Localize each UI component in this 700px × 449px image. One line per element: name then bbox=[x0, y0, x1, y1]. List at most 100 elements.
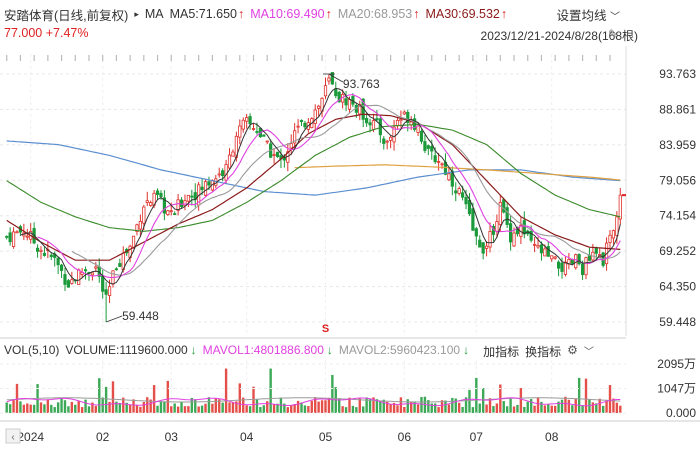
candle-up bbox=[389, 136, 393, 141]
gear-icon[interactable]: ⚙ bbox=[567, 343, 578, 357]
chevron-left-icon: ‹ bbox=[11, 432, 14, 443]
candle-up bbox=[543, 248, 547, 257]
volume-bar-up bbox=[348, 397, 351, 413]
volume-bar-down bbox=[338, 398, 341, 413]
volume-bar-up bbox=[142, 401, 146, 413]
y-tick-label: 64.350 bbox=[659, 280, 696, 294]
candle-up bbox=[447, 173, 451, 181]
volume-bar-up bbox=[567, 399, 571, 413]
candle-up bbox=[149, 202, 153, 206]
volume-bar-up bbox=[132, 399, 135, 413]
volume-bar-down bbox=[478, 403, 481, 413]
volume-bar-up bbox=[519, 388, 523, 413]
candle-up bbox=[169, 210, 173, 213]
volume-bar-down bbox=[200, 405, 204, 413]
candle-down bbox=[556, 261, 561, 269]
volume-bar-down bbox=[523, 406, 526, 413]
candle-down bbox=[539, 244, 544, 254]
candle-up bbox=[323, 85, 328, 97]
candle-down bbox=[368, 122, 372, 126]
scroll-left-button[interactable] bbox=[5, 428, 21, 444]
volume-bar-up bbox=[392, 402, 396, 413]
y-tick-label: 74.154 bbox=[659, 209, 696, 223]
candle-up bbox=[224, 164, 228, 181]
candle-down bbox=[502, 199, 506, 213]
volume-bar-up bbox=[403, 406, 406, 413]
candle-up bbox=[145, 200, 149, 203]
add-indicator-button[interactable]: 加指标 bbox=[483, 345, 520, 359]
candle-down bbox=[8, 232, 12, 243]
volume-bar-down bbox=[159, 401, 163, 413]
volume-bar-down bbox=[248, 406, 252, 413]
ma120-line bbox=[6, 140, 621, 196]
volume-bar-down bbox=[98, 378, 101, 413]
date-range: 2023/12/21-2024/8/28(168根) bbox=[480, 29, 638, 43]
volume-bar-up bbox=[176, 406, 180, 413]
mavol1-value: MAVOL1:4801886.800 bbox=[202, 343, 324, 357]
ma-settings-label: 设置均线 bbox=[556, 9, 607, 23]
candle-up bbox=[347, 99, 352, 110]
candle-down bbox=[303, 122, 307, 128]
candle-down bbox=[433, 155, 437, 163]
candle-up bbox=[536, 244, 540, 248]
low-annotation: 59.448 bbox=[122, 309, 159, 323]
volume-bar-up bbox=[183, 406, 187, 413]
volume-bar-up bbox=[612, 398, 615, 413]
volume-bar-up bbox=[447, 404, 451, 413]
candle-up bbox=[512, 232, 516, 247]
volume-bar-up bbox=[440, 400, 444, 413]
x-tick-label: 04 bbox=[240, 430, 254, 444]
volume-bar-down bbox=[468, 389, 471, 413]
candle-down bbox=[114, 268, 119, 271]
volume-bar-down bbox=[276, 403, 279, 413]
volume-bar-up bbox=[416, 404, 420, 413]
volume-bar-down bbox=[516, 404, 519, 413]
ma-settings-button[interactable]: 设置均线 ﹀ bbox=[557, 5, 621, 24]
candle-down bbox=[159, 192, 163, 198]
candle-up bbox=[498, 202, 502, 225]
candle-down bbox=[42, 252, 47, 256]
candle-up bbox=[385, 140, 389, 143]
ma-label[interactable]: MA bbox=[144, 7, 164, 21]
volume-bar-down bbox=[595, 403, 598, 413]
volume-bar-down bbox=[74, 404, 77, 413]
volume-bar-up bbox=[372, 397, 375, 413]
vol-label[interactable]: VOL(5,10) bbox=[4, 343, 60, 357]
volume-bar-down bbox=[221, 402, 224, 413]
candle-down bbox=[118, 263, 122, 267]
candle-down bbox=[467, 199, 472, 215]
chevron-down-icon[interactable]: ﹀ bbox=[583, 347, 594, 358]
candle-up bbox=[289, 143, 293, 149]
candle-up bbox=[186, 194, 190, 202]
volume-bar-down bbox=[461, 406, 464, 413]
candle-up bbox=[203, 181, 208, 196]
volume-bar-up bbox=[128, 404, 132, 413]
arrow-up-icon: ↑ bbox=[413, 7, 420, 21]
volume-bar-up bbox=[204, 403, 207, 413]
switch-indicator-button[interactable]: 换指标 bbox=[525, 345, 562, 359]
candle-down bbox=[365, 118, 369, 124]
candle-up bbox=[138, 221, 142, 230]
volume-bar-down bbox=[601, 405, 605, 413]
volume-bar-down bbox=[63, 400, 67, 413]
volume-bar-up bbox=[327, 397, 331, 413]
y-tick-label: 93.763 bbox=[659, 67, 696, 81]
triangle-right-icon[interactable]: ▸ bbox=[134, 8, 139, 19]
volume-bar-down bbox=[451, 397, 454, 413]
volume-bar-up bbox=[135, 404, 139, 413]
volume-bar-down bbox=[331, 374, 334, 413]
annotation-pointer bbox=[105, 315, 123, 323]
volume-bar-down bbox=[262, 405, 265, 413]
candle-up bbox=[166, 210, 170, 215]
volume-bar-down bbox=[84, 399, 87, 413]
volume-bar-up bbox=[12, 400, 15, 413]
pin-icon[interactable]: ✎ bbox=[608, 27, 619, 41]
volume-bar-up bbox=[457, 402, 461, 413]
x-tick-label: 05 bbox=[319, 430, 333, 444]
candle-up bbox=[327, 77, 331, 82]
candle-down bbox=[190, 195, 194, 198]
volume-bar-down bbox=[492, 406, 495, 413]
stock-title[interactable]: 安踏体育(日线,前复权) bbox=[4, 8, 129, 23]
volume-bar-up bbox=[80, 407, 84, 413]
